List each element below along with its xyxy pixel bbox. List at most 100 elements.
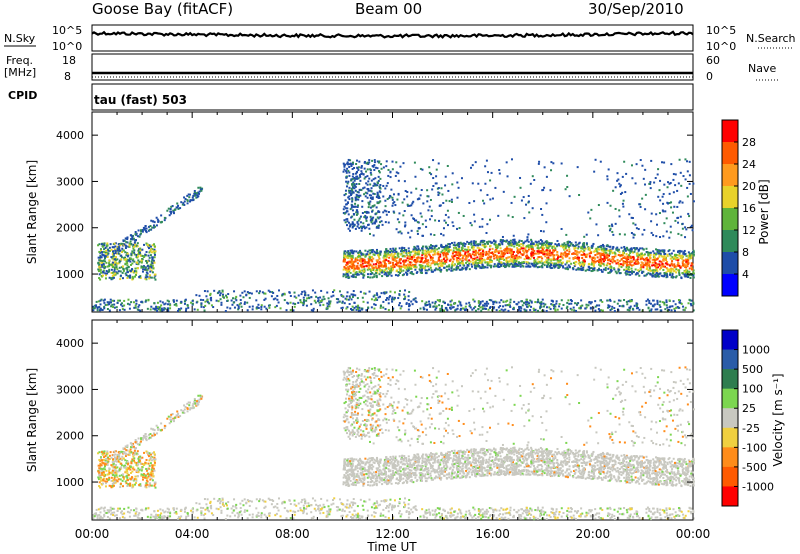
echo-cell	[627, 256, 630, 259]
echo-cell	[360, 170, 363, 173]
echo-cell	[410, 267, 413, 270]
echo-cell	[677, 250, 680, 253]
echo-cell	[479, 300, 482, 303]
echo-cell	[555, 262, 558, 265]
echo-cell	[603, 268, 606, 271]
echo-cell	[169, 210, 172, 213]
echo-cell	[560, 245, 563, 248]
echo-cell	[109, 298, 112, 301]
echo-cell	[131, 250, 134, 253]
echo-cell	[136, 245, 139, 248]
echo-cell	[345, 176, 348, 179]
echo-cell	[220, 303, 223, 306]
echo-cell	[414, 297, 417, 300]
echo-cell	[129, 263, 132, 266]
echo-cell	[343, 205, 346, 208]
echo-cell	[112, 258, 115, 261]
echo-cell	[408, 302, 411, 305]
echo-cell	[438, 304, 441, 307]
echo-cell	[654, 308, 657, 311]
echo-cell	[353, 268, 356, 271]
echo-cell	[147, 254, 150, 257]
echo-cell	[632, 251, 635, 254]
echo-cell	[647, 263, 650, 266]
echo-cell	[588, 255, 591, 258]
echo-cell	[431, 270, 434, 273]
echo-cell	[242, 296, 245, 299]
echo-cell	[346, 273, 349, 276]
echo-cell	[114, 266, 117, 269]
echo-cell	[299, 299, 302, 302]
echo-cell	[110, 268, 113, 271]
echo-cell	[146, 307, 149, 310]
echo-cell	[446, 164, 449, 167]
echo-cell	[655, 223, 658, 226]
echo-cell	[580, 299, 583, 302]
echo-cell	[553, 245, 556, 248]
echo-cell	[465, 302, 468, 305]
echo-cell	[128, 307, 131, 310]
echo-cell	[257, 303, 260, 306]
echo-cell	[639, 205, 642, 208]
echo-cell	[592, 263, 595, 266]
echo-cell	[604, 255, 607, 258]
echo-cell	[568, 195, 571, 198]
echo-cell	[653, 256, 656, 259]
echo-cell	[406, 190, 409, 193]
echo-cell	[607, 306, 610, 309]
echo-cell	[472, 307, 475, 310]
echo-cell	[523, 251, 526, 254]
echo-cell	[213, 289, 216, 292]
echo-cell	[647, 306, 650, 309]
echo-cell	[239, 302, 242, 305]
echo-cell	[427, 248, 430, 251]
echo-cell	[153, 225, 156, 228]
echo-cell	[455, 266, 458, 269]
echo-cell	[379, 295, 382, 298]
echo-cell	[494, 240, 497, 243]
echo-cell	[196, 194, 199, 197]
echo-cell	[193, 189, 196, 192]
echo-cell	[110, 271, 113, 274]
echo-cell	[468, 262, 471, 265]
echo-cell	[371, 205, 374, 208]
echo-cell	[476, 251, 479, 254]
echo-cell	[356, 190, 359, 193]
echo-cell	[512, 238, 515, 241]
echo-cell	[374, 183, 377, 186]
echo-cell	[150, 265, 153, 268]
echo-cell	[562, 265, 565, 268]
echo-cell	[484, 307, 487, 310]
echo-cell	[556, 250, 559, 253]
echo-cell	[393, 265, 396, 268]
echo-cell	[485, 300, 488, 303]
echo-cell	[443, 302, 446, 305]
echo-cell	[663, 222, 666, 225]
echo-cell	[486, 257, 489, 260]
echo-cell	[348, 265, 351, 268]
echo-cell	[525, 261, 528, 264]
echo-cell	[327, 297, 330, 300]
echo-cell	[404, 224, 407, 227]
echo-cell	[428, 245, 431, 248]
echo-cell	[581, 304, 584, 307]
echo-cell	[346, 207, 349, 210]
echo-cell	[382, 166, 385, 169]
echo-cell	[456, 244, 459, 247]
echo-cell	[606, 175, 609, 178]
echo-cell	[498, 169, 501, 172]
echo-cell	[343, 219, 346, 222]
echo-cell	[347, 256, 350, 259]
echo-cell	[406, 203, 409, 206]
echo-cell	[344, 199, 347, 202]
echo-cell	[442, 227, 445, 230]
echo-cell	[450, 200, 453, 203]
echo-cell	[439, 270, 442, 273]
echo-cell	[203, 309, 206, 312]
echo-cell	[438, 266, 441, 269]
echo-cell	[353, 218, 356, 221]
echo-cell	[674, 219, 677, 222]
echo-cell	[600, 244, 603, 247]
echo-cell	[596, 269, 599, 272]
echo-cell	[511, 260, 514, 263]
